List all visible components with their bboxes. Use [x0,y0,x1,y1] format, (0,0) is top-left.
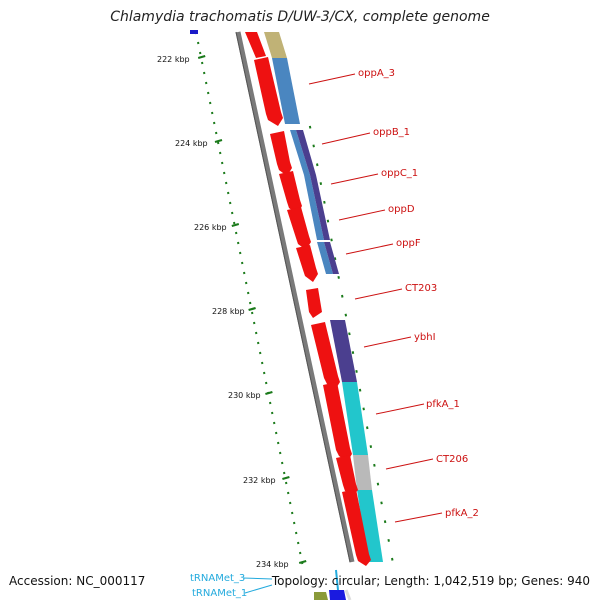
gene-label-oppA_3: oppA_3 [358,68,395,79]
cog-block [342,382,368,455]
cog-block [310,175,330,240]
major-tick [265,390,273,396]
outer-tick [341,294,344,298]
tick-label: 226 kbp [194,223,227,232]
cds-arrow [245,32,266,58]
cds-arrow [336,455,358,496]
cog-ring [264,32,383,562]
outer-tick [348,332,351,336]
cog-block [304,175,324,240]
cds-arrow [311,322,340,390]
outer-tick [323,200,326,204]
cds-arrow [296,245,318,282]
outer-tick [316,163,319,167]
gene-label-ybhI: ybhI [414,332,436,343]
cog-block [296,130,316,175]
major-tick [298,559,307,565]
topology-text: Topology: circular; Length: 1,042,519 bp… [271,574,590,588]
trna-leaders [242,577,273,594]
trna-label: tRNAMet_3 [190,573,245,584]
tick-ring [195,31,394,565]
cds-arrow [342,489,371,566]
cog-block [264,32,287,58]
outer-tick [326,219,330,223]
trna-feature [314,592,328,600]
backbone [235,31,355,563]
trna-feature [344,589,352,600]
tick-labels: 222 kbp 224 kbp 226 kbp 228 kbp 230 kbp … [157,55,289,569]
outer-tick [330,238,333,242]
cog-block [324,242,339,274]
outer-tick [362,407,365,411]
cds-arrow [254,57,283,126]
cds-arrow [270,131,292,176]
outer-tick [376,482,380,486]
outer-tick [344,313,348,317]
outer-tick [351,351,355,355]
cog-block [330,320,357,382]
feature-block [190,30,198,34]
map-title: Chlamydia trachomatis D/UW-3/CX, complet… [110,9,490,25]
gene-label-pfkA_1: pfkA_1 [426,399,460,410]
major-tick [248,306,256,312]
outer-tick [319,182,323,185]
major-tick [282,475,290,481]
major-tick [231,222,240,228]
cog-block [357,490,383,562]
accession-text: Accession: NC_000117 [9,574,146,588]
cds-arrow [287,207,311,250]
cds-ring [245,32,371,566]
gene-label-CT203: CT203 [405,283,437,294]
outer-tick [366,426,369,430]
cog-block [317,242,333,274]
trna-feature [329,590,346,600]
cog-block [290,130,310,175]
tick-label: 228 kbp [212,307,245,316]
outer-tick [380,501,383,505]
outer-tick [387,539,390,542]
gene-labels: oppA_3 oppB_1 oppC_1 oppD oppF CT203 ybh… [358,68,479,519]
tick-label: 232 kbp [243,476,276,485]
gene-label-oppB_1: oppB_1 [373,127,410,138]
outer-tick [312,144,315,148]
outer-tick [373,463,376,467]
gene-label-pfkA_2: pfkA_2 [445,508,479,519]
tick-marks [197,54,307,565]
tick-label: 234 kbp [256,560,289,569]
outer-tick [383,520,387,524]
gene-label-oppD: oppD [388,204,415,215]
outer-tick [333,257,337,261]
outer-tick [358,388,362,392]
cog-block [353,455,372,490]
gene-label-oppC_1: oppC_1 [381,168,418,179]
tick-label: 222 kbp [157,55,190,64]
trna-feature [335,569,339,591]
outer-tick [355,369,358,373]
cds-arrow [306,288,322,318]
gene-label-oppF: oppF [396,238,421,249]
cds-arrow [323,382,352,462]
outer-tick [308,125,312,129]
trna-label: tRNAMet_1 [192,588,247,599]
outer-tick [369,445,373,448]
tick-label: 224 kbp [175,139,208,148]
outer-tick [337,276,340,279]
gene-label-CT206: CT206 [436,454,468,465]
major-tick [214,138,223,144]
cds-arrow [279,171,302,214]
tick-label: 230 kbp [228,391,261,400]
gene-leaders [308,73,443,523]
outer-tick [391,557,394,561]
cog-block [272,58,300,124]
major-tick [197,54,206,60]
